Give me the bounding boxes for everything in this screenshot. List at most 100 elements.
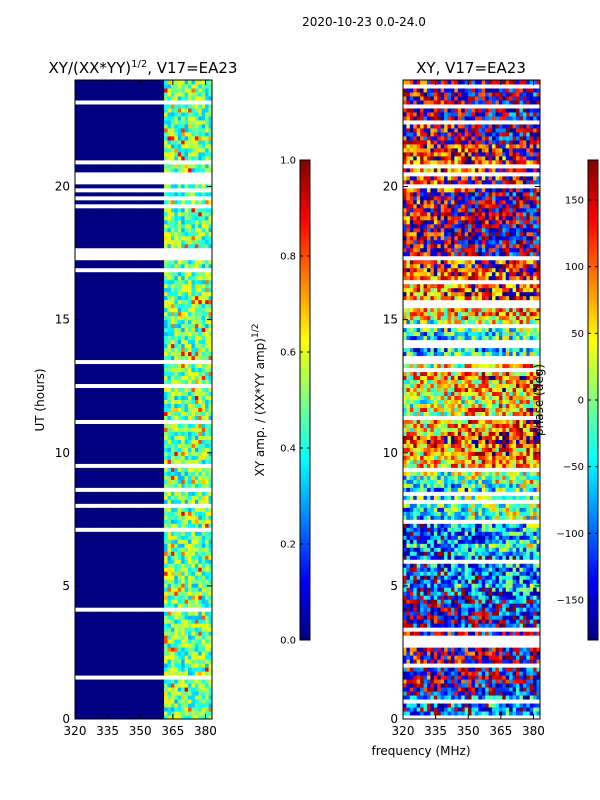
heatmap-cell bbox=[133, 291, 138, 297]
heatmap-cell bbox=[160, 291, 165, 297]
heatmap-cell bbox=[157, 231, 162, 237]
heatmap-cell bbox=[208, 623, 212, 628]
heatmap-cell bbox=[167, 443, 172, 448]
heatmap-cell bbox=[136, 607, 141, 612]
heatmap-cell bbox=[181, 427, 186, 432]
heatmap-cell bbox=[181, 631, 186, 636]
heatmap-cell bbox=[126, 535, 131, 540]
heatmap-cell bbox=[146, 423, 151, 428]
heatmap-cell bbox=[116, 635, 121, 640]
heatmap-cell bbox=[116, 247, 121, 253]
heatmap-cell bbox=[122, 323, 127, 329]
heatmap-cell bbox=[109, 463, 114, 468]
heatmap-cell bbox=[75, 699, 79, 704]
heatmap-cell bbox=[157, 499, 162, 504]
heatmap-cell bbox=[98, 467, 103, 472]
heatmap-cell bbox=[177, 491, 182, 496]
heatmap-cell bbox=[146, 503, 151, 508]
heatmap-cell bbox=[88, 671, 93, 676]
heatmap-cell bbox=[129, 367, 134, 373]
heatmap-cell bbox=[153, 415, 158, 420]
heatmap-cell bbox=[102, 695, 107, 700]
heatmap-cell bbox=[81, 259, 86, 265]
heatmap-cell bbox=[126, 423, 131, 428]
heatmap-cell bbox=[92, 223, 97, 229]
heatmap-cell bbox=[205, 399, 210, 404]
heatmap-cell bbox=[205, 311, 210, 317]
heatmap-cell bbox=[116, 295, 121, 301]
heatmap-cell bbox=[92, 419, 97, 424]
heatmap-cell bbox=[102, 579, 107, 584]
heatmap-cell bbox=[75, 403, 79, 408]
heatmap-cell bbox=[129, 583, 134, 588]
heatmap-cell bbox=[188, 443, 192, 448]
heatmap-cell bbox=[95, 559, 100, 564]
heatmap-cell bbox=[119, 707, 124, 712]
heatmap-cell bbox=[188, 235, 192, 241]
heatmap-cell bbox=[133, 299, 138, 305]
heatmap-cell bbox=[75, 655, 79, 660]
heatmap-cell bbox=[181, 307, 186, 313]
heatmap-cell bbox=[150, 651, 155, 656]
heatmap-cell bbox=[102, 239, 107, 245]
heatmap-cell bbox=[198, 523, 203, 528]
heatmap-cell bbox=[95, 351, 100, 357]
heatmap-cell bbox=[112, 527, 117, 532]
heatmap-cell bbox=[201, 451, 206, 456]
heatmap-cell bbox=[126, 695, 131, 700]
heatmap-cell bbox=[136, 539, 141, 544]
heatmap-cell bbox=[170, 551, 175, 556]
heatmap-cell bbox=[184, 267, 189, 273]
heatmap-cell bbox=[184, 431, 189, 436]
heatmap-cell bbox=[160, 399, 165, 404]
heatmap-cell bbox=[116, 335, 121, 341]
heatmap-cell bbox=[157, 387, 162, 393]
heatmap-cell bbox=[126, 499, 131, 504]
heatmap-cell bbox=[188, 391, 192, 397]
heatmap-cell bbox=[188, 307, 192, 313]
heatmap-cell bbox=[98, 239, 103, 245]
heatmap-cell bbox=[105, 451, 110, 456]
heatmap-cell bbox=[167, 431, 172, 436]
heatmap-cell bbox=[194, 439, 199, 444]
heatmap-cell bbox=[75, 351, 79, 357]
heatmap-cell bbox=[170, 367, 175, 373]
heatmap-cell bbox=[198, 623, 203, 628]
heatmap-cell bbox=[105, 331, 110, 337]
heatmap-cell bbox=[205, 323, 210, 329]
heatmap-cell bbox=[174, 591, 179, 596]
heatmap-cell bbox=[160, 603, 165, 608]
heatmap-cell bbox=[109, 715, 114, 719]
heatmap-cell bbox=[116, 427, 121, 432]
heatmap-cell bbox=[129, 415, 134, 420]
heatmap-cell bbox=[194, 631, 199, 636]
heatmap-cell bbox=[170, 431, 175, 436]
heatmap-cell bbox=[184, 587, 189, 592]
heatmap-cell bbox=[177, 251, 182, 257]
heatmap-cell bbox=[191, 539, 196, 544]
heatmap-cell bbox=[198, 519, 203, 524]
heatmap-cell bbox=[85, 223, 90, 229]
heatmap-cell bbox=[205, 331, 210, 337]
heatmap-cell bbox=[140, 563, 144, 568]
heatmap-cell bbox=[126, 335, 131, 341]
heatmap-cell bbox=[146, 675, 151, 680]
heatmap-cell bbox=[188, 439, 192, 444]
heatmap-cell bbox=[184, 591, 189, 596]
heatmap-cell bbox=[116, 587, 121, 592]
heatmap-cell bbox=[174, 679, 179, 684]
heatmap-cell bbox=[194, 679, 199, 684]
heatmap-cell bbox=[81, 687, 86, 692]
heatmap-cell bbox=[116, 267, 121, 273]
heatmap-cell bbox=[105, 495, 110, 500]
heatmap-cell bbox=[157, 367, 162, 373]
heatmap-cell bbox=[167, 683, 172, 688]
heatmap-cell bbox=[164, 223, 168, 229]
heatmap-cell bbox=[167, 491, 172, 496]
heatmap-cell bbox=[164, 231, 168, 237]
heatmap-cell bbox=[157, 271, 162, 277]
heatmap-cell bbox=[184, 571, 189, 576]
heatmap-cell bbox=[208, 339, 212, 345]
heatmap-cell bbox=[88, 395, 93, 400]
heatmap-cell bbox=[140, 403, 144, 408]
